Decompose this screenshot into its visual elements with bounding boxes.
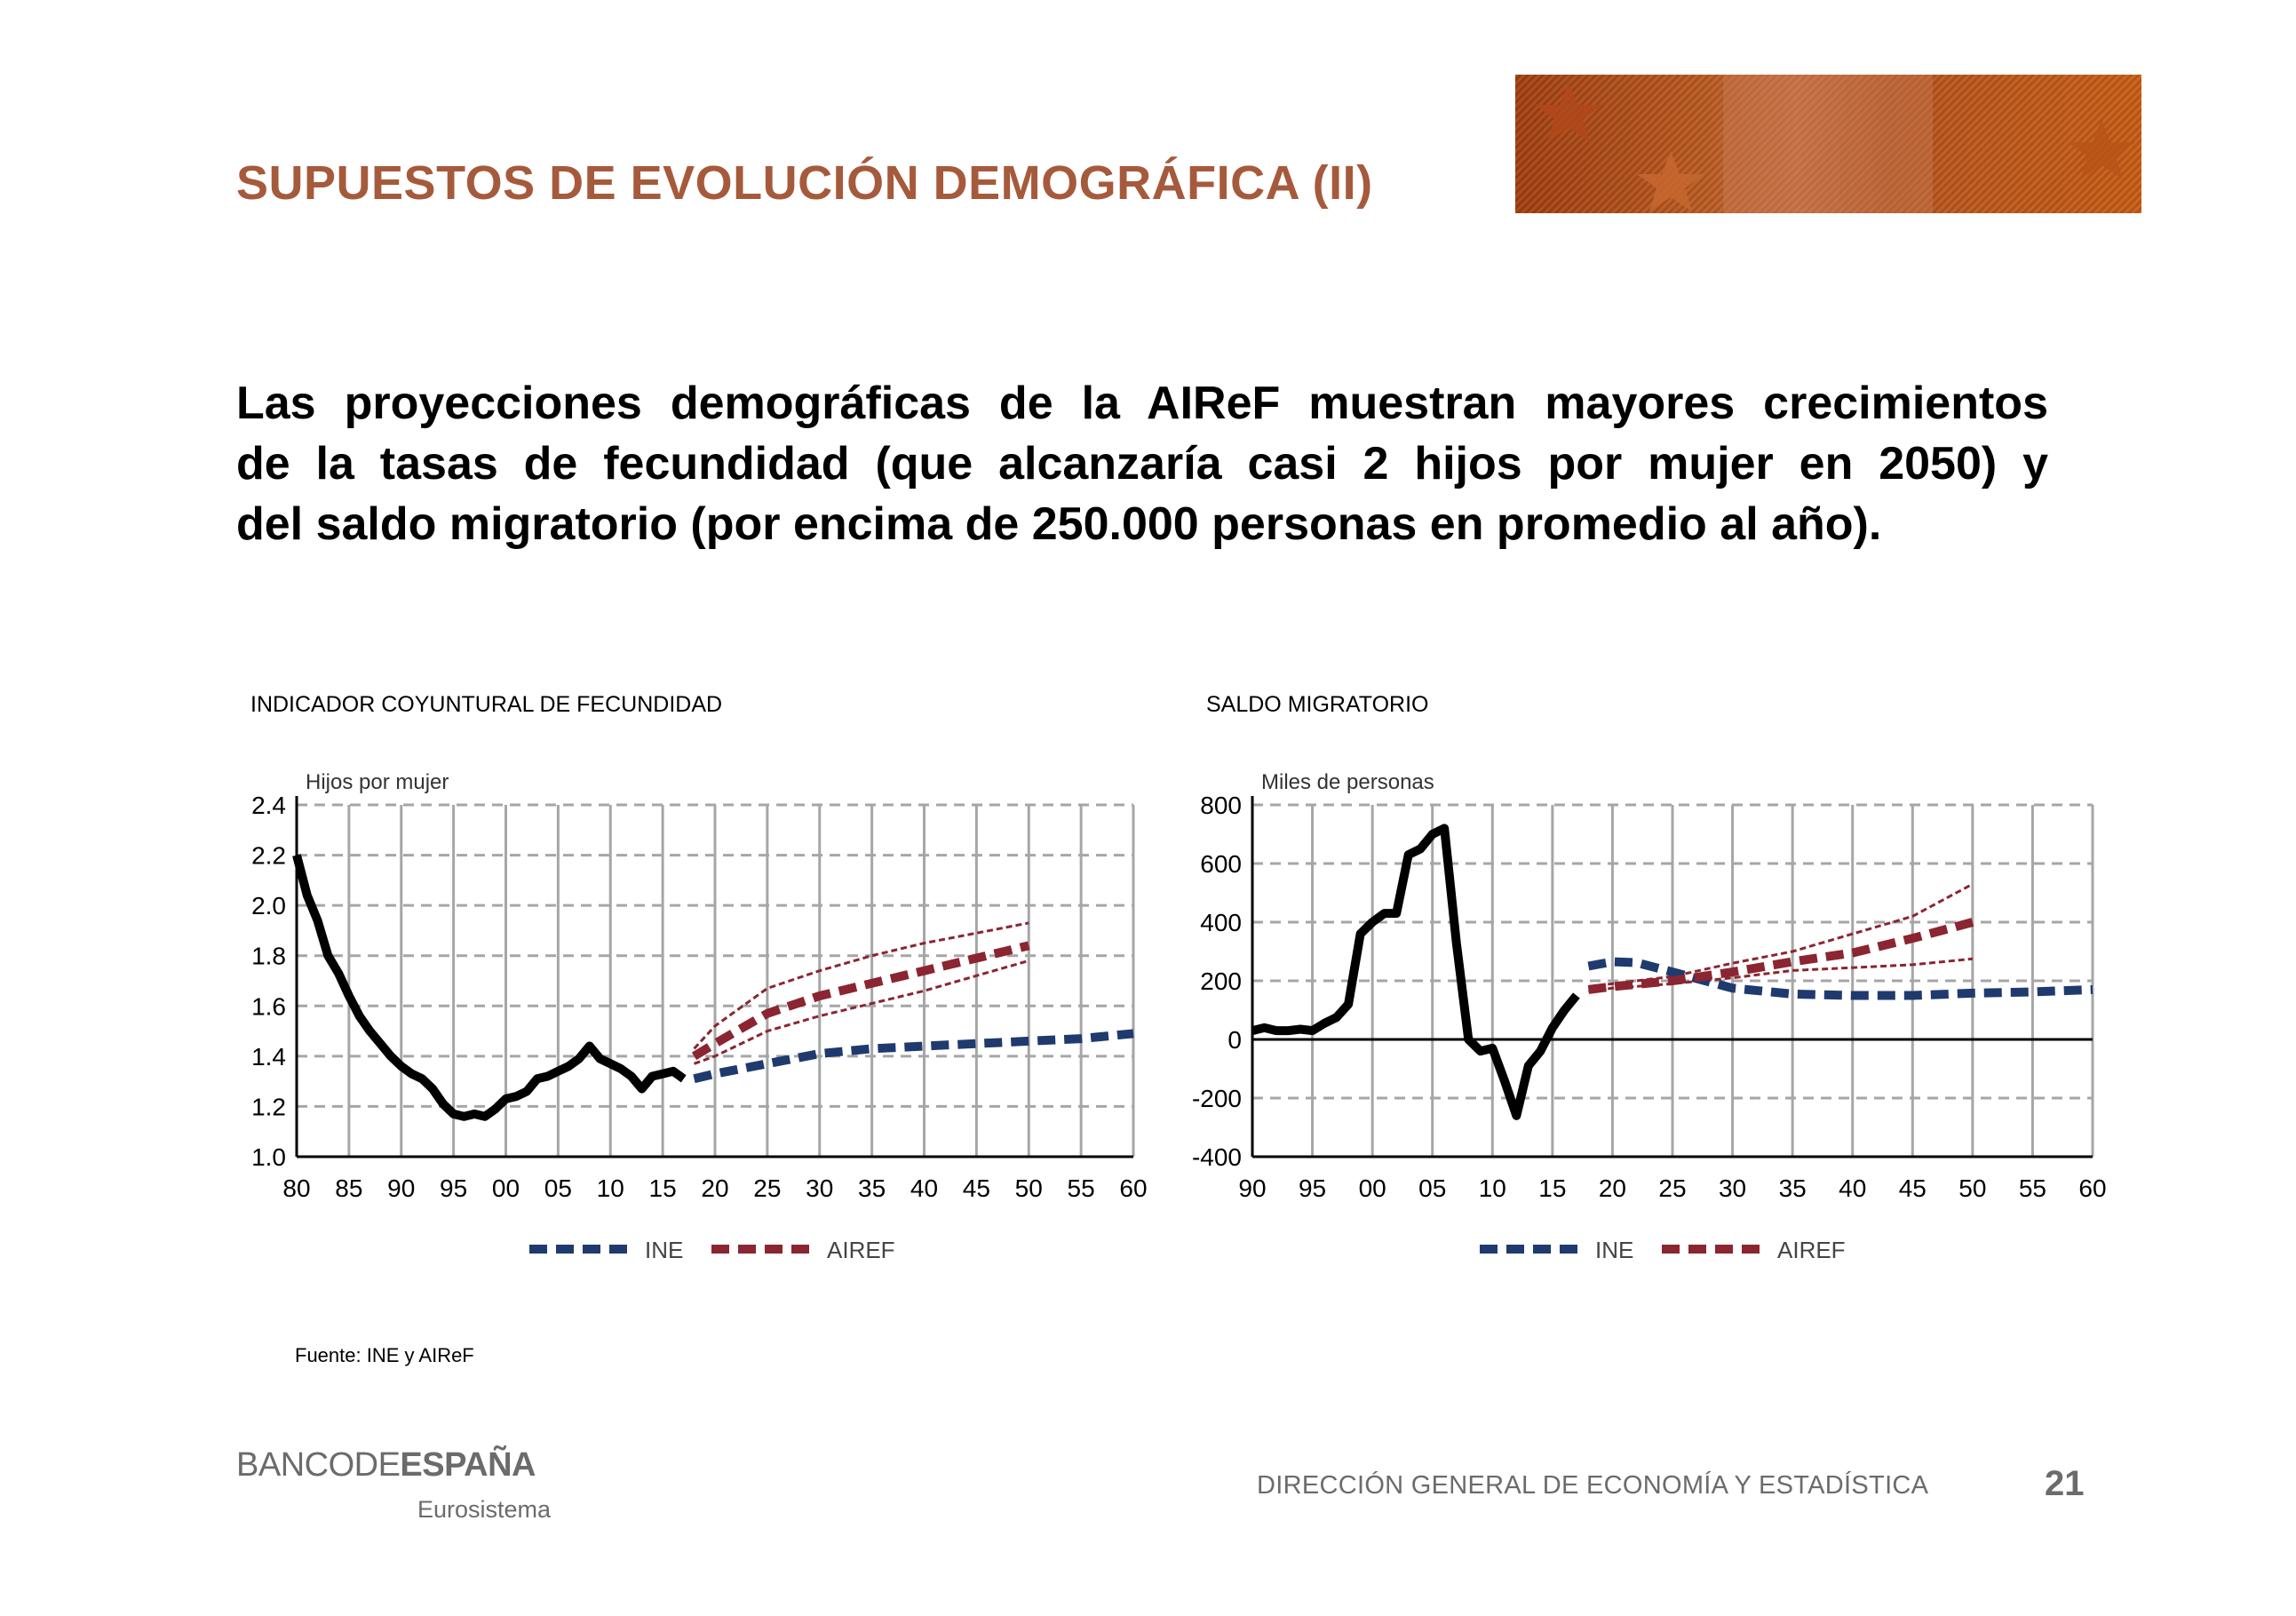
fertility-chart: 1.0 1.2 1.4 1.6 1.8 2.0 2.2 2.4 80 85 90 95 00 05 10 15… bbox=[251, 770, 1148, 1263]
y-tick-label: 1.8 bbox=[251, 943, 286, 970]
x-tick-label: 05 bbox=[1418, 1174, 1446, 1202]
series-line-historical bbox=[1251, 824, 1580, 1120]
x-tick-label: 60 bbox=[2078, 1174, 2106, 1202]
series-line-airef-lower bbox=[693, 959, 1029, 1065]
series-line-airef bbox=[1587, 918, 1974, 994]
y-tick-label: 400 bbox=[1200, 909, 1242, 936]
y-tick-label: 600 bbox=[1200, 850, 1242, 878]
logo-main-bold: ESPAÑA bbox=[400, 1446, 536, 1484]
x-tick-label: 10 bbox=[1479, 1174, 1506, 1202]
x-tick-label: 90 bbox=[387, 1174, 415, 1202]
headline-text: Las proyecciones demográficas de la AIRe… bbox=[236, 373, 2048, 554]
series-line-ine bbox=[693, 1029, 1134, 1084]
x-tick-label: 30 bbox=[1719, 1174, 1746, 1202]
y-tick-label: -400 bbox=[1192, 1143, 1242, 1171]
x-tick-label: 25 bbox=[753, 1174, 781, 1202]
legend-label-airef: AIREF bbox=[827, 1237, 895, 1263]
page-number: 21 bbox=[2045, 1464, 2085, 1503]
y-tick-label: 1.0 bbox=[251, 1143, 286, 1171]
banco-de-espana-logo: BANCODEESPAÑA Eurosistema bbox=[236, 1446, 551, 1523]
series-line-ine bbox=[1587, 957, 2093, 1000]
y-tick-label: 2.2 bbox=[251, 842, 286, 870]
legend-label-ine: INE bbox=[645, 1237, 683, 1263]
x-tick-label: 20 bbox=[701, 1174, 728, 1202]
x-tick-label: 40 bbox=[1839, 1174, 1866, 1202]
headline-line-2: de la tasas de fecundidad (que alcanzarí… bbox=[236, 438, 2048, 490]
x-tick-label: 05 bbox=[544, 1174, 572, 1202]
y-tick-label: 0 bbox=[1227, 1026, 1242, 1054]
y-tick-label: 2.4 bbox=[251, 792, 286, 819]
series-line-airef-upper bbox=[693, 921, 1029, 1050]
source-note: Fuente: INE y AIReF bbox=[295, 1344, 474, 1366]
x-tick-label: 35 bbox=[858, 1174, 886, 1202]
x-tick-label: 00 bbox=[492, 1174, 520, 1202]
x-tick-label: 50 bbox=[1015, 1174, 1043, 1202]
x-tick-label: 00 bbox=[1359, 1174, 1386, 1202]
y-tick-label: 1.2 bbox=[251, 1093, 286, 1120]
x-tick-label: 40 bbox=[910, 1174, 938, 1202]
slide-title: SUPUESTOS DE EVOLUCIÓN DEMOGRÁFICA (II) bbox=[236, 156, 1373, 210]
x-tick-label: 60 bbox=[1119, 1174, 1147, 1202]
x-tick-label: 55 bbox=[2019, 1174, 2046, 1202]
x-tick-label: 35 bbox=[1779, 1174, 1807, 1202]
footer-department: DIRECCIÓN GENERAL DE ECONOMÍA Y ESTADÍST… bbox=[1257, 1471, 1929, 1500]
x-tick-label: 50 bbox=[1958, 1174, 1986, 1202]
x-tick-label: 80 bbox=[282, 1174, 310, 1202]
x-tick-label: 15 bbox=[1538, 1174, 1566, 1202]
x-tick-label: 95 bbox=[1299, 1174, 1326, 1202]
y-tick-label: 1.6 bbox=[251, 992, 286, 1020]
y-tick-label: 200 bbox=[1200, 967, 1242, 995]
x-tick-label: 45 bbox=[963, 1174, 990, 1202]
migration-chart-title: SALDO MIGRATORIO bbox=[1206, 692, 1429, 717]
x-tick-label: 10 bbox=[597, 1174, 624, 1202]
x-tick-label: 45 bbox=[1899, 1174, 1927, 1202]
y-tick-label: 1.4 bbox=[251, 1043, 286, 1071]
series-line-airef bbox=[691, 941, 1030, 1061]
x-tick-label: 20 bbox=[1599, 1174, 1626, 1202]
y-axis-label: Miles de personas bbox=[1261, 770, 1434, 794]
headline-line-1: Las proyecciones demográficas de la AIRe… bbox=[236, 378, 2048, 429]
y-tick-label: 800 bbox=[1200, 792, 1242, 819]
x-tick-label: 55 bbox=[1068, 1174, 1095, 1202]
x-tick-label: 85 bbox=[335, 1174, 362, 1202]
legend-label-ine: INE bbox=[1595, 1237, 1633, 1263]
fertility-chart-title: INDICADOR COYUNTURAL DE FECUNDIDAD bbox=[250, 692, 723, 717]
x-tick-label: 25 bbox=[1658, 1174, 1686, 1202]
series-line-historical bbox=[292, 854, 687, 1121]
migration-chart: -400 -200 0 200 400 600 800 90 95 00 05 10 15 20 25 30 3… bbox=[1192, 770, 2107, 1263]
y-tick-label: 2.0 bbox=[251, 892, 286, 919]
headline-line-3: del saldo migratorio (por encima de 250.… bbox=[236, 498, 1882, 550]
x-tick-label: 95 bbox=[440, 1174, 467, 1202]
star-icon bbox=[1535, 75, 2135, 213]
decorative-banner bbox=[1515, 75, 2141, 213]
y-axis-label: Hijos por mujer bbox=[306, 770, 449, 794]
logo-main-regular: BANCODE bbox=[236, 1446, 401, 1484]
legend-label-airef: AIREF bbox=[1777, 1237, 1846, 1263]
x-tick-label: 15 bbox=[649, 1174, 677, 1202]
y-tick-label: -200 bbox=[1192, 1085, 1242, 1112]
x-tick-label: 30 bbox=[806, 1174, 833, 1202]
logo-sub: Eurosistema bbox=[417, 1496, 552, 1523]
x-tick-label: 90 bbox=[1238, 1174, 1266, 1202]
